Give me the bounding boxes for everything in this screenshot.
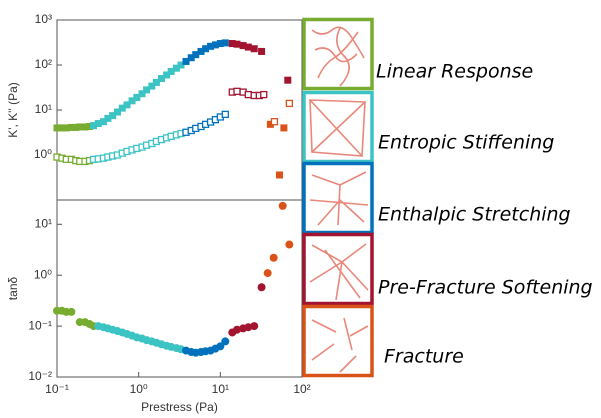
legend-box	[304, 307, 372, 376]
y-tick-label: 10⁰	[34, 267, 52, 281]
point	[251, 45, 258, 52]
point	[280, 124, 287, 131]
point	[245, 92, 251, 98]
x-tick-label: 10⁻¹	[45, 382, 69, 396]
point	[222, 39, 229, 46]
point	[270, 254, 278, 262]
network-sketch	[310, 100, 365, 156]
y-axis-label: K', K'' (Pa)	[6, 82, 20, 138]
legend-label: Entropic Stiffening	[378, 132, 554, 154]
network-sketch	[310, 172, 368, 225]
point	[285, 241, 293, 249]
y-tick-label: 10³	[35, 12, 52, 26]
point	[221, 337, 229, 345]
y-tick-label: 10⁰	[34, 147, 52, 161]
x-tick-label: 10⁰	[130, 382, 148, 396]
x-axis-label: Prestress (Pa)	[141, 400, 218, 414]
illustrations	[310, 27, 368, 372]
network-sketch	[310, 244, 368, 300]
legend-label: Fracture	[384, 346, 464, 368]
y-tick-label: 10¹	[35, 102, 52, 116]
point	[258, 48, 265, 55]
legend-label: Pre-Fracture Softening	[378, 277, 593, 299]
network-sketch	[312, 27, 364, 86]
point	[264, 269, 272, 277]
point	[67, 308, 75, 316]
x-tick-label: 10¹	[212, 382, 229, 396]
point	[284, 77, 291, 84]
point	[276, 171, 283, 178]
point	[261, 92, 267, 98]
x-tick-label: 10²	[293, 382, 310, 396]
point	[234, 41, 241, 48]
y-axis-label: tanδ	[6, 277, 20, 301]
legend-label: Enthalpic Stretching	[378, 204, 571, 226]
figure: 10⁰10¹10²10³K', K'' (Pa)10⁻²10⁻¹10⁰10¹10…	[0, 0, 601, 418]
point	[222, 111, 228, 117]
point	[279, 202, 287, 210]
legend-label: Linear Response	[376, 61, 533, 83]
point	[271, 119, 277, 125]
y-tick-label: 10²	[35, 57, 52, 71]
network-sketch	[312, 318, 368, 372]
point	[250, 322, 258, 330]
y-tick-label: 10⁻¹	[28, 318, 52, 332]
point	[234, 88, 240, 94]
point	[258, 283, 266, 291]
axes-frame	[57, 20, 302, 200]
y-tick-label: 10⁻²	[28, 369, 52, 383]
y-tick-label: 10¹	[35, 216, 52, 230]
point	[286, 100, 292, 106]
